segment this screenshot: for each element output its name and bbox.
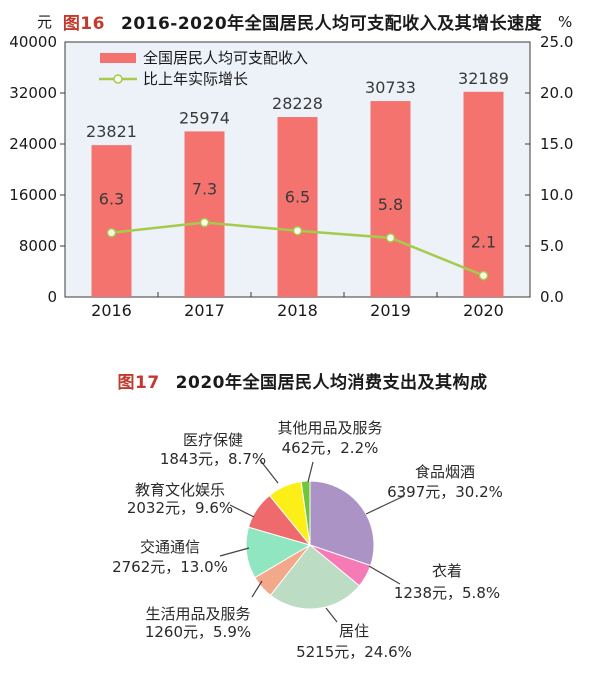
pie-label-name-1: 食品烟酒 xyxy=(415,463,475,481)
growth-value-label-2016: 6.3 xyxy=(99,190,124,209)
pie-label-name-2: 衣着 xyxy=(432,562,462,580)
pie-label-name-6: 教育文化娱乐 xyxy=(135,481,225,499)
right-axis-unit: % xyxy=(558,13,572,31)
pie-slice-8 xyxy=(300,480,311,546)
growth-line-marker-2020 xyxy=(478,270,489,281)
pie-slice-3 xyxy=(269,544,361,610)
pie-slice-1 xyxy=(309,480,375,567)
figure-17-consumption-chart: 图17 2020年全国居民人均消费支出及其构成 食品烟酒 6397元，30.2% 衣着… xyxy=(0,345,605,685)
right-axis-tick-label: 20.0 xyxy=(540,84,573,102)
leader-line-2 xyxy=(368,565,401,585)
legend-line-label: 比上年实际增长 xyxy=(143,70,248,88)
figure17-heading: 2020年全国居民人均消费支出及其构成 xyxy=(175,373,488,393)
pie-label-value-1: 6397元，30.2% xyxy=(387,483,503,501)
growth-value-label-2018: 6.5 xyxy=(285,188,310,207)
growth-line-marker-2016 xyxy=(106,227,117,238)
pie-label-value-7: 1843元，8.7% xyxy=(160,450,266,468)
consumption-pie-chart: 食品烟酒 6397元，30.2% 衣着 1238元，5.8% 居住 5215元，24.6%… xyxy=(112,419,503,661)
x-axis-label-2019: 2019 xyxy=(370,301,411,320)
right-axis-tick-label: 0.0 xyxy=(540,288,564,306)
right-axis-tick-label: 10.0 xyxy=(540,186,573,204)
leader-line-7 xyxy=(259,459,279,484)
leader-line-1 xyxy=(365,495,405,515)
income-bar-line-chart: 元 40000 32000 24000 16000 8000 0% 25.0 20.0 15.0 1… xyxy=(9,13,573,320)
figure16-title: 图16 2016-2020年全国居民人均可支配收入及其增长速度 xyxy=(0,9,605,34)
right-axis-tick-label: 25.0 xyxy=(540,33,573,51)
growth-line-marker-2018 xyxy=(292,225,303,236)
figure16-number: 图16 xyxy=(62,14,105,34)
x-axis-label-2016: 2016 xyxy=(91,301,132,320)
left-axis-tick-label: 8000 xyxy=(19,237,57,255)
bar-value-label-2016: 23821 xyxy=(86,122,137,141)
leader-line-4 xyxy=(251,580,263,598)
growth-value-label-2019: 5.8 xyxy=(378,195,403,214)
pie-label-name-4: 生活用品及服务 xyxy=(145,605,250,623)
x-axis-label-2018: 2018 xyxy=(277,301,318,320)
left-axis-tick-label: 16000 xyxy=(9,186,57,204)
pie-label-value-6: 2032元，9.6% xyxy=(127,499,233,517)
x-axis-label-2020: 2020 xyxy=(463,301,504,320)
bar-value-label-2020: 32189 xyxy=(458,69,509,88)
leader-line-8 xyxy=(307,461,314,483)
leader-line-5 xyxy=(219,547,250,557)
x-axis-label-2017: 2017 xyxy=(184,301,225,320)
figure17-title: 图17 2020年全国居民人均消费支出及其构成 xyxy=(0,368,605,393)
pie-label-value-8: 462元，2.2% xyxy=(282,439,379,457)
pie-label-value-2: 1238元，5.8% xyxy=(394,584,500,602)
legend-bar-swatch xyxy=(100,53,136,63)
right-axis-tick-label: 5.0 xyxy=(540,237,564,255)
growth-value-label-2017: 7.3 xyxy=(192,180,217,199)
right-axis-tick-label: 15.0 xyxy=(540,135,573,153)
pie-label-value-3: 5215元，24.6% xyxy=(296,643,412,661)
pie-label-value-5: 2762元，13.0% xyxy=(112,558,228,576)
bar-2019 xyxy=(370,101,411,298)
leader-line-6 xyxy=(229,504,255,518)
left-axis-tick-label: 40000 xyxy=(9,33,57,51)
figure-16-income-chart: 图16 2016-2020年全国居民人均可支配收入及其增长速度 元 40000 320… xyxy=(0,9,605,320)
figure17-number: 图17 xyxy=(117,373,160,393)
bar-2016 xyxy=(91,145,132,297)
bar-2017 xyxy=(184,131,225,297)
growth-line-marker-2019 xyxy=(385,233,396,243)
left-axis-tick-label: 32000 xyxy=(9,84,57,102)
growth-line-marker-2017 xyxy=(199,217,210,228)
pie-label-name-8: 其他用品及服务 xyxy=(277,419,382,437)
pie-label-name-7: 医疗保健 xyxy=(183,431,243,449)
bar-value-label-2017: 25974 xyxy=(179,108,230,127)
bar-2020 xyxy=(463,91,504,297)
legend-line-marker xyxy=(113,74,123,84)
left-axis-tick-label: 0 xyxy=(47,288,57,306)
bar-value-label-2019: 30733 xyxy=(365,78,416,97)
pie-label-name-5: 交通通信 xyxy=(140,538,200,556)
left-axis-tick-label: 24000 xyxy=(9,135,57,153)
bar-2018 xyxy=(277,117,318,297)
left-axis-unit: 元 xyxy=(37,13,52,31)
bar-value-label-2018: 28228 xyxy=(272,94,323,113)
figure16-heading: 2016-2020年全国居民人均可支配收入及其增长速度 xyxy=(120,14,543,34)
growth-value-label-2020: 2.1 xyxy=(471,233,496,252)
leader-line-3 xyxy=(325,607,338,623)
pie-label-name-3: 居住 xyxy=(339,622,369,640)
pie-label-value-4: 1260元，5.9% xyxy=(145,623,251,641)
legend-bar-label: 全国居民人均可支配收入 xyxy=(143,49,308,67)
